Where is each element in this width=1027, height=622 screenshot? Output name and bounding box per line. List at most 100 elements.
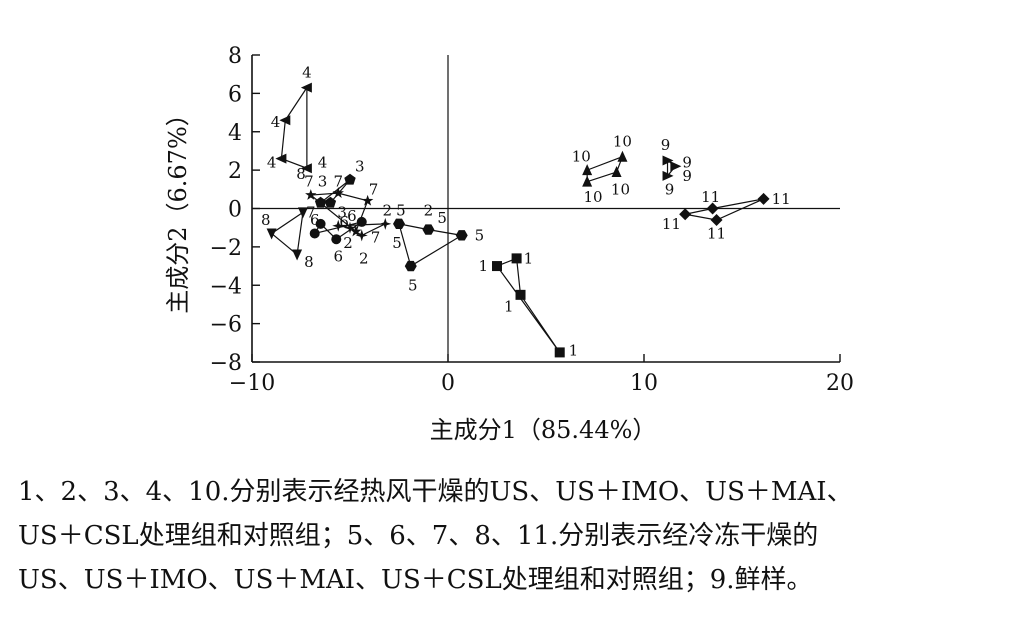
- y-tick-label: −2: [210, 236, 242, 261]
- data-point: [455, 230, 468, 241]
- group-outline: [685, 198, 764, 221]
- point-label: 8: [261, 211, 271, 229]
- data-point: [679, 208, 692, 221]
- data-point: [379, 217, 392, 230]
- data-point: [332, 187, 344, 199]
- point-label: 6: [310, 211, 320, 229]
- y-tick-label: −4: [210, 274, 242, 299]
- point-label: 5: [408, 276, 418, 294]
- data-point: [324, 196, 337, 208]
- point-label: 8: [304, 253, 314, 271]
- point-label: 5: [392, 234, 402, 252]
- y-axis-title: 主成分2（6.67%）: [164, 102, 192, 314]
- point-label: 2: [359, 249, 369, 267]
- caption-line-1: 1、2、3、4、10.分别表示经热风干燥的US、US＋IMO、US＋MAI、: [18, 477, 853, 507]
- point-label: 3: [318, 173, 328, 191]
- point-label: 10: [613, 132, 632, 150]
- point-label: 7: [304, 173, 314, 191]
- caption-line-2: US＋CSL处理组和对照组；5、6、7、8、11.分别表示经冷冻干燥的: [18, 521, 819, 551]
- data-point: [554, 347, 565, 358]
- point-label: 6: [339, 213, 349, 231]
- data-point: [266, 228, 277, 240]
- data-point: [279, 115, 291, 126]
- point-label: 7: [306, 203, 316, 221]
- point-label: 5: [396, 201, 406, 219]
- data-point: [355, 229, 368, 242]
- data-point: [275, 153, 287, 164]
- point-label: 11: [662, 215, 681, 233]
- data-point: [309, 228, 320, 239]
- x-tick-label: 20: [826, 371, 854, 396]
- data-point: [611, 166, 622, 178]
- data-point: [300, 163, 312, 174]
- point-label: 7: [369, 180, 379, 198]
- data-point: [297, 207, 308, 219]
- x-tick-label: 0: [441, 371, 455, 396]
- data-point: [670, 161, 682, 172]
- data-point: [582, 175, 593, 187]
- point-label: 7: [371, 228, 381, 246]
- point-label: 3: [337, 203, 347, 221]
- x-axis-title: 主成分1（85.44%）: [430, 416, 657, 444]
- point-label: 9: [665, 180, 675, 198]
- data-point: [404, 260, 417, 272]
- data-point: [422, 224, 435, 235]
- data-point: [356, 216, 367, 227]
- data-point: [344, 221, 356, 234]
- data-point: [662, 155, 674, 166]
- y-tick-label: 2: [228, 159, 242, 184]
- point-label: 11: [772, 190, 791, 208]
- x-tick-label: 10: [630, 371, 658, 396]
- point-label: 6: [347, 207, 357, 225]
- point-label: 4: [302, 63, 312, 81]
- point-label: 9: [682, 167, 692, 185]
- point-label: 1: [569, 341, 579, 359]
- point-label: 2: [424, 201, 434, 219]
- point-label: 4: [267, 153, 277, 171]
- point-label: 10: [572, 148, 591, 166]
- point-label: 1: [479, 257, 489, 275]
- data-point: [511, 253, 522, 264]
- point-label: 9: [661, 136, 671, 154]
- data-point: [344, 173, 356, 185]
- data-point: [582, 164, 593, 176]
- data-points: [266, 82, 770, 358]
- point-label: 2: [343, 234, 353, 252]
- data-point: [314, 196, 327, 208]
- point-label: 5: [475, 226, 485, 244]
- point-label: 1: [504, 297, 514, 315]
- y-tick-label: −8: [210, 351, 242, 376]
- data-point: [332, 219, 345, 232]
- point-label: 5: [437, 209, 447, 227]
- y-tick-label: −6: [210, 313, 242, 338]
- point-label: 3: [355, 157, 365, 175]
- y-tick-label: 4: [228, 121, 242, 146]
- x-tick-label: −10: [229, 371, 275, 396]
- point-label: 8: [296, 165, 306, 183]
- data-point: [492, 261, 502, 272]
- point-label: 4: [271, 113, 281, 131]
- data-point: [757, 192, 770, 205]
- point-label: 1: [524, 249, 534, 267]
- data-point: [305, 189, 317, 200]
- data-point: [710, 214, 723, 227]
- axes: −8 −6 −4 −2 0 2 4 6 8 −10 0 10 20: [210, 44, 854, 396]
- point-label: 2: [382, 201, 392, 219]
- data-point: [515, 289, 526, 300]
- caption-line-3: US、US＋IMO、US＋MAI、US＋CSL处理组和对照组；9.鲜样。: [18, 565, 813, 595]
- data-point: [706, 202, 719, 215]
- point-label: 11: [707, 224, 726, 242]
- data-point: [292, 249, 303, 261]
- point-label: 7: [333, 173, 343, 191]
- data-point: [350, 225, 362, 237]
- point-label: 4: [318, 153, 328, 171]
- data-point: [331, 234, 342, 245]
- point-label: 10: [583, 188, 602, 206]
- figure-caption: 1、2、3、4、10.分别表示经热风干燥的US、US＋IMO、US＋MAI、 U…: [18, 470, 1018, 602]
- point-label: 11: [701, 188, 720, 206]
- point-label: 6: [333, 247, 343, 265]
- group-outline: [270, 211, 304, 256]
